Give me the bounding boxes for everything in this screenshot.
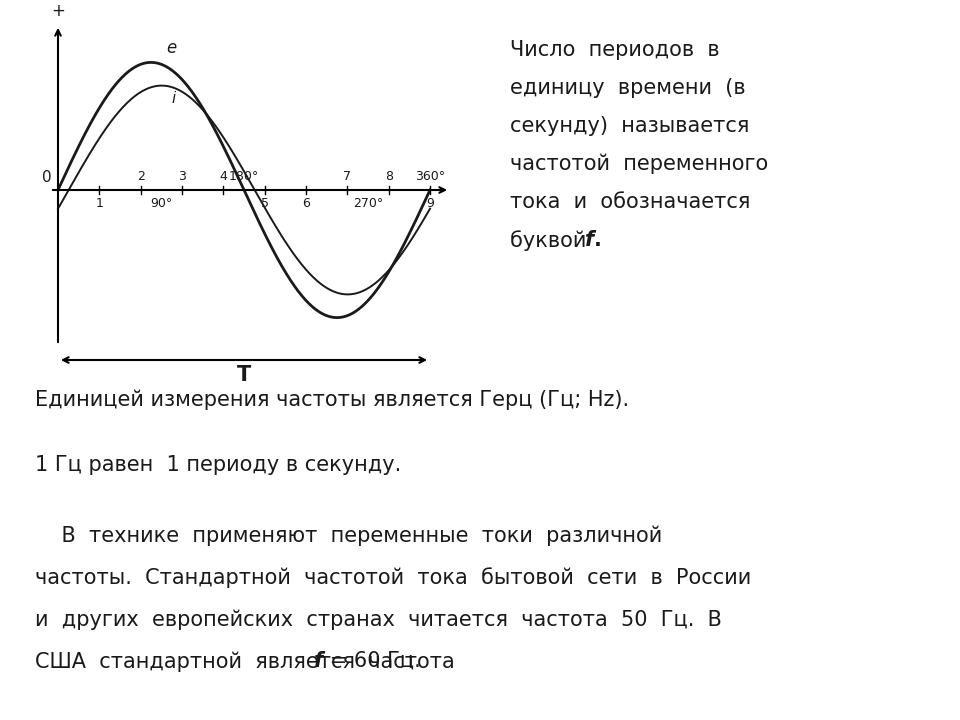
- Text: = 60 Гц.: = 60 Гц.: [324, 651, 421, 671]
- Text: 360°: 360°: [415, 170, 445, 183]
- Text: 1: 1: [95, 197, 104, 210]
- Text: 6: 6: [302, 197, 310, 210]
- Text: единицу  времени  (в: единицу времени (в: [510, 78, 746, 98]
- Text: частотой  переменного: частотой переменного: [510, 154, 768, 174]
- Text: 5: 5: [261, 197, 269, 210]
- Text: +: +: [51, 2, 65, 20]
- Text: 4: 4: [220, 170, 228, 183]
- Text: 90°: 90°: [150, 197, 173, 210]
- Text: секунду)  называется: секунду) называется: [510, 116, 750, 136]
- Text: Число  периодов  в: Число периодов в: [510, 40, 720, 60]
- Text: T: T: [237, 365, 252, 385]
- Text: и  других  европейских  странах  читается  частота  50  Гц.  В: и других европейских странах читается ча…: [35, 609, 722, 629]
- Text: буквой: буквой: [510, 230, 593, 251]
- Text: 0: 0: [42, 170, 52, 185]
- Text: США  стандартной  является  частота: США стандартной является частота: [35, 651, 468, 672]
- Text: 180°: 180°: [228, 170, 259, 183]
- Text: i: i: [172, 91, 176, 106]
- Text: e: e: [166, 40, 177, 58]
- Text: f: f: [585, 230, 594, 250]
- Text: f: f: [314, 651, 324, 671]
- Text: 270°: 270°: [353, 197, 383, 210]
- Text: 1 Гц равен  1 периоду в секунду.: 1 Гц равен 1 периоду в секунду.: [35, 455, 401, 475]
- Text: Единицей измерения частоты является Герц (Гц; Hz).: Единицей измерения частоты является Герц…: [35, 390, 629, 410]
- Text: 9: 9: [426, 197, 434, 210]
- Text: 8: 8: [385, 170, 393, 183]
- Text: В  технике  применяют  переменные  токи  различной: В технике применяют переменные токи разл…: [35, 525, 662, 546]
- Text: тока  и  обозначается: тока и обозначается: [510, 192, 751, 212]
- Text: частоты.  Стандартной  частотой  тока  бытовой  сети  в  России: частоты. Стандартной частотой тока бытов…: [35, 567, 752, 588]
- Text: 2: 2: [136, 170, 145, 183]
- Text: 3: 3: [178, 170, 186, 183]
- Text: .: .: [594, 230, 602, 250]
- Text: 7: 7: [344, 170, 351, 183]
